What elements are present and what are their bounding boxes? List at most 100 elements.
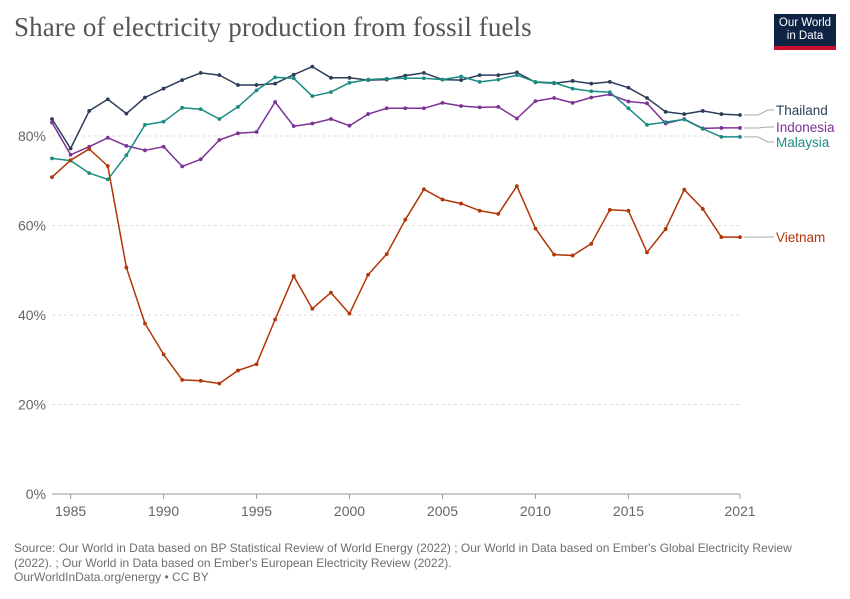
data-point-vietnam [87,147,92,151]
data-point-vietnam [347,311,352,316]
data-point-vietnam [626,208,631,213]
data-point-malaysia [440,77,445,82]
x-tick-label: 2000 [334,503,365,519]
label-connector [744,109,774,116]
data-point-vietnam [198,378,203,383]
data-point-indonesia [477,105,482,110]
data-point-vietnam [738,235,742,240]
y-tick-label: 60% [18,218,46,234]
data-point-thailand [310,64,315,69]
data-point-indonesia [124,143,129,148]
x-tick-label: 2005 [427,503,458,519]
series-label-malaysia[interactable]: Malaysia [776,135,830,150]
data-point-malaysia [421,76,426,81]
footer: Source: Our World in Data based on BP St… [14,541,814,585]
data-point-vietnam [50,175,54,180]
data-point-vietnam [403,217,408,222]
data-point-vietnam [552,252,556,257]
data-point-vietnam [217,381,222,386]
y-axis: 0% 20% 40% 60% 80% [18,128,46,502]
data-point-thailand [403,73,408,78]
data-point-thailand [459,78,463,82]
data-point-indonesia [217,138,222,142]
series-label-indonesia[interactable]: Indonesia [776,120,835,135]
x-tick-label: 2010 [520,503,551,519]
data-point-vietnam [236,368,240,373]
data-point-malaysia [645,122,649,127]
data-point-malaysia [87,171,92,176]
data-point-indonesia [570,100,575,105]
data-point-thailand [143,95,147,100]
data-point-malaysia [50,156,54,161]
y-tick-label: 80% [18,128,46,144]
data-point-malaysia [682,117,687,122]
data-point-malaysia [719,134,724,139]
series-lines [50,64,742,386]
data-point-malaysia [236,105,240,109]
series-label-vietnam[interactable]: Vietnam [776,230,825,245]
data-point-indonesia [738,126,742,130]
data-point-malaysia [217,117,222,121]
data-point-indonesia [384,106,389,111]
data-point-malaysia [403,76,408,81]
data-point-vietnam [254,362,259,367]
data-point-indonesia [459,104,463,108]
data-point-malaysia [738,134,742,139]
logo-line-1: Our World [778,17,832,29]
credit-note: OurWorldInData.org/energy • CC BY [14,570,209,584]
data-point-indonesia [645,101,649,106]
data-point-thailand [254,83,259,87]
series-line-thailand [51,65,741,150]
data-point-vietnam [310,306,315,311]
data-point-vietnam [700,207,705,211]
data-point-thailand [570,79,575,83]
data-point-indonesia [50,120,54,125]
data-point-malaysia [514,73,519,78]
data-point-indonesia [180,164,185,169]
data-point-thailand [347,75,352,80]
data-point-indonesia [329,117,333,121]
data-point-thailand [161,86,166,91]
source-note: Source: Our World in Data based on BP St… [14,541,792,570]
x-tick-label: 2015 [613,503,644,519]
data-point-indonesia [403,106,408,111]
data-point-vietnam [570,253,575,258]
data-point-malaysia [254,88,259,93]
data-point-vietnam [291,274,296,278]
data-point-vietnam [514,184,519,189]
x-tick-label: 1995 [241,503,272,519]
data-point-thailand [291,72,296,77]
data-point-indonesia [291,124,296,129]
x-tick-label: 1990 [148,503,179,519]
owid-logo[interactable]: Our World in Data [774,14,836,50]
data-point-malaysia [310,94,315,99]
data-point-vietnam [477,208,482,213]
series-line-vietnam [51,148,740,385]
data-point-malaysia [105,177,110,182]
data-point-malaysia [347,80,352,85]
data-point-thailand [738,113,742,117]
data-point-malaysia [329,90,333,95]
data-point-indonesia [236,131,240,136]
data-point-indonesia [254,130,259,134]
data-point-malaysia [496,77,501,82]
data-point-vietnam [663,227,668,231]
data-point-malaysia [663,120,668,125]
x-axis: 1985 1990 1995 2000 2005 2010 2015 2021 [52,493,756,519]
data-point-malaysia [291,76,296,81]
data-point-thailand [607,79,612,84]
data-point-thailand [589,81,594,86]
data-point-vietnam [161,352,166,357]
data-point-malaysia [273,75,278,80]
data-point-vietnam [496,211,501,216]
data-point-thailand [477,73,482,78]
data-point-malaysia [180,105,185,110]
data-point-vietnam [719,235,724,240]
series-label-thailand[interactable]: Thailand [776,103,828,118]
data-point-vietnam [366,272,371,277]
y-tick-label: 20% [18,397,46,413]
x-tick-label: 1985 [55,503,86,519]
data-point-indonesia [347,123,352,128]
grid-lines [52,135,740,405]
